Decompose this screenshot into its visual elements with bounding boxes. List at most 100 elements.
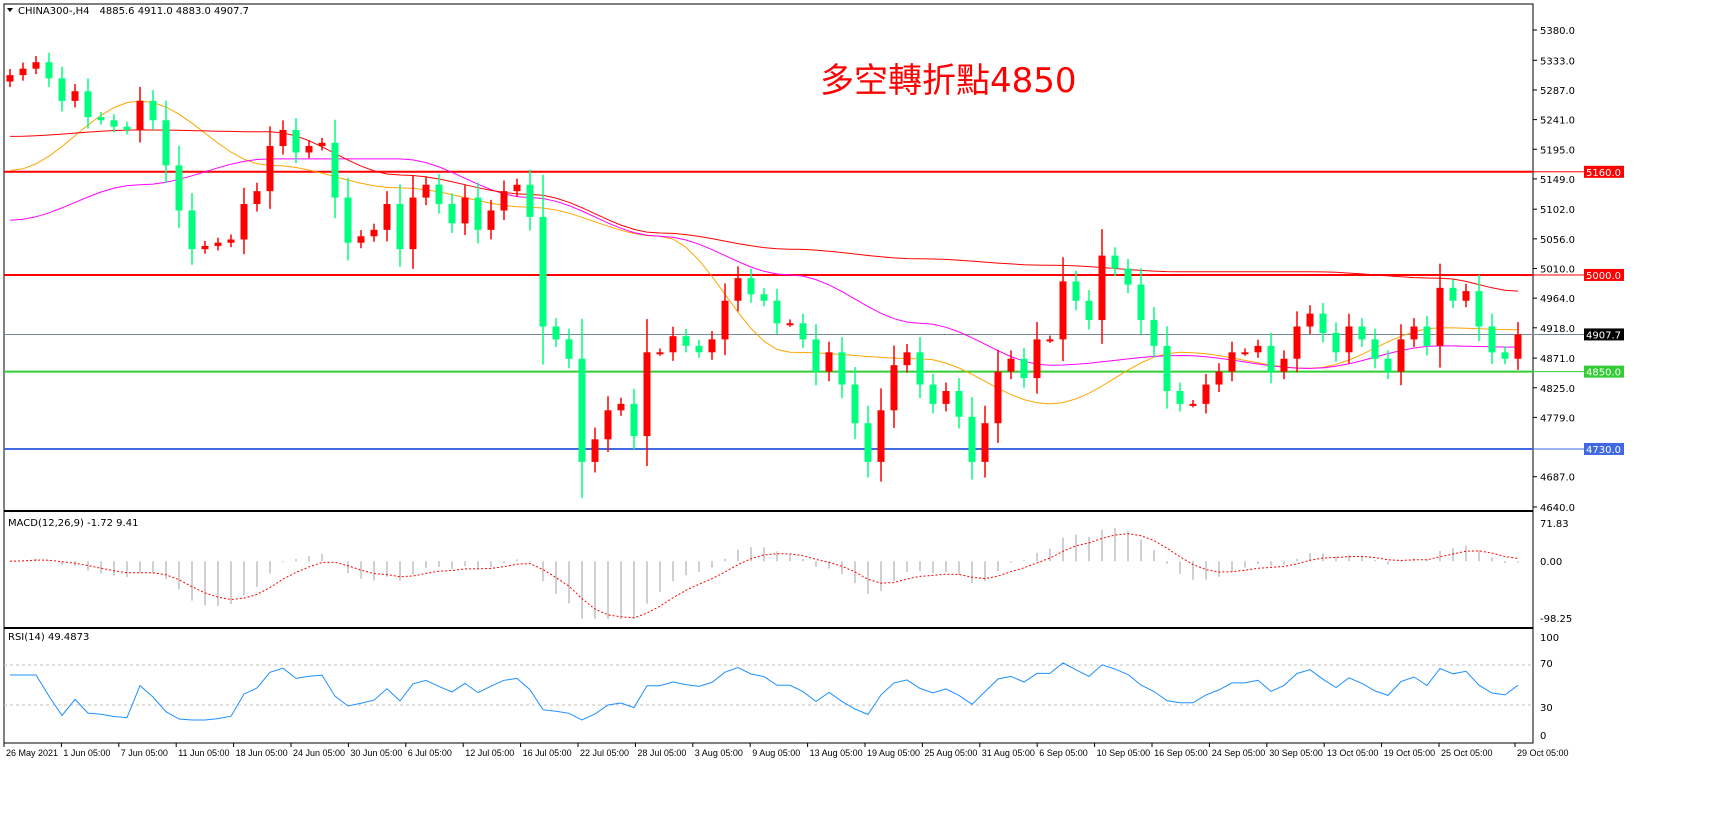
candle-body (526, 184, 534, 217)
time-tick-label: 19 Aug 05:00 (867, 748, 920, 758)
price-level-badge (1584, 365, 1624, 378)
time-tick-label: 31 Aug 05:00 (982, 748, 1035, 758)
candle-body (1319, 313, 1327, 333)
candle-body (201, 245, 209, 250)
candle-body (318, 142, 326, 147)
candle-body (1228, 352, 1236, 372)
candle-body (1449, 287, 1457, 301)
candle-body (864, 423, 872, 462)
rsi-tick-label: 0 (1540, 731, 1546, 742)
candle-body (1007, 358, 1015, 372)
candle-body (968, 416, 976, 462)
candle-body (1397, 339, 1405, 372)
price-tick-label: 5195.0 (1540, 145, 1575, 156)
candle-body (1358, 326, 1366, 340)
rsi-tick-label: 100 (1540, 633, 1559, 644)
chart-annotation: 多空轉折點4850 (820, 61, 1077, 101)
candle-body (1306, 313, 1314, 327)
price-tick-label: 4825.0 (1540, 384, 1575, 395)
time-tick-label: 12 Jul 05:00 (465, 748, 514, 758)
time-tick-label: 16 Jul 05:00 (523, 748, 572, 758)
candle-body (773, 300, 781, 324)
candle-body (708, 339, 716, 353)
rsi-tick-label: 70 (1540, 659, 1553, 670)
time-tick-label: 19 Oct 05:00 (1384, 748, 1436, 758)
price-level-label: 5000.0 (1586, 271, 1621, 282)
time-tick-label: 13 Oct 05:00 (1327, 748, 1379, 758)
main-price-panel (4, 52, 1533, 498)
candle-body (1176, 390, 1184, 404)
candle-body (474, 197, 482, 230)
candle-body (656, 352, 664, 355)
candle-body (942, 390, 950, 404)
candle-body (591, 439, 599, 462)
candle-body (19, 68, 27, 76)
price-tick-label: 4964.0 (1540, 294, 1575, 305)
time-tick-label: 6 Jul 05:00 (408, 748, 452, 758)
candle-body (643, 352, 651, 437)
candle-body (890, 365, 898, 411)
macd-signal-line (9, 533, 1519, 619)
candle-body (1137, 284, 1145, 321)
candle-body (175, 165, 183, 211)
candle-body (812, 339, 820, 372)
candle-body (1371, 339, 1379, 359)
axes: 5380.0 5333.0 5287.0 5241.0 5195.0 5149.0 5102… (3, 26, 1624, 758)
candle-body (1332, 332, 1340, 353)
candle-body (266, 146, 274, 192)
time-tick-label: 1 Jun 05:00 (63, 748, 110, 758)
candle-body (396, 204, 404, 250)
candle-body (1202, 384, 1210, 404)
candle-body (435, 184, 443, 205)
price-tick-label: 5241.0 (1540, 116, 1575, 127)
candle-body (1462, 291, 1470, 301)
candle-body (344, 197, 352, 243)
price-level-label: 5160.0 (1586, 168, 1621, 179)
time-tick-label: 30 Jun 05:00 (350, 748, 402, 758)
time-tick-label: 29 Oct 05:00 (1517, 748, 1569, 758)
time-tick-label: 22 Jul 05:00 (580, 748, 629, 758)
candle-body (721, 300, 729, 340)
price-tick-label: 4918.0 (1540, 324, 1575, 335)
time-tick-label: 30 Sep 05:00 (1269, 748, 1323, 758)
candle-body (136, 100, 144, 130)
candle-body (1501, 352, 1509, 359)
candle-body (97, 117, 105, 121)
moving-average-line (9, 158, 1518, 369)
current-price-badge (1584, 328, 1624, 341)
candle-body (1241, 352, 1249, 355)
rsi-line (10, 662, 1519, 721)
candle-body (487, 210, 495, 230)
moving-average-line (9, 100, 1519, 405)
candle-body (1046, 339, 1054, 342)
price-tick-label: 4640.0 (1540, 503, 1575, 514)
macd-tick-label: -98.25 (1540, 614, 1572, 625)
collapse-triangle-icon[interactable] (7, 8, 13, 12)
candle-body (786, 323, 794, 326)
price-tick-label: 5380.0 (1540, 26, 1575, 37)
candle-body (617, 403, 625, 411)
candle-body (682, 336, 690, 346)
candle-body (1254, 345, 1262, 353)
rsi-panel: RSI(14) 49.4873 (4, 632, 1533, 721)
candle-body (149, 100, 157, 121)
candle-body (331, 142, 339, 198)
candle-body (1345, 326, 1353, 353)
candle-body (71, 91, 79, 101)
candle-body (110, 120, 118, 127)
candle-body (1215, 371, 1223, 385)
time-tick-label: 7 Jun 05:00 (121, 748, 168, 758)
candle-body (6, 75, 14, 82)
candle-body (32, 62, 40, 69)
price-level-badge (1584, 268, 1624, 281)
time-tick-label: 16 Sep 05:00 (1154, 748, 1208, 758)
time-tick-label: 3 Aug 05:00 (695, 748, 743, 758)
price-level-label: 4730.0 (1586, 445, 1621, 456)
rsi-label: RSI(14) 49.4873 (8, 632, 89, 643)
time-tick-label: 6 Sep 05:00 (1039, 748, 1088, 758)
time-tick-label: 10 Sep 05:00 (1097, 748, 1151, 758)
candle-body (1098, 255, 1106, 321)
time-tick-label: 25 Aug 05:00 (924, 748, 977, 758)
candle-body (630, 403, 638, 437)
